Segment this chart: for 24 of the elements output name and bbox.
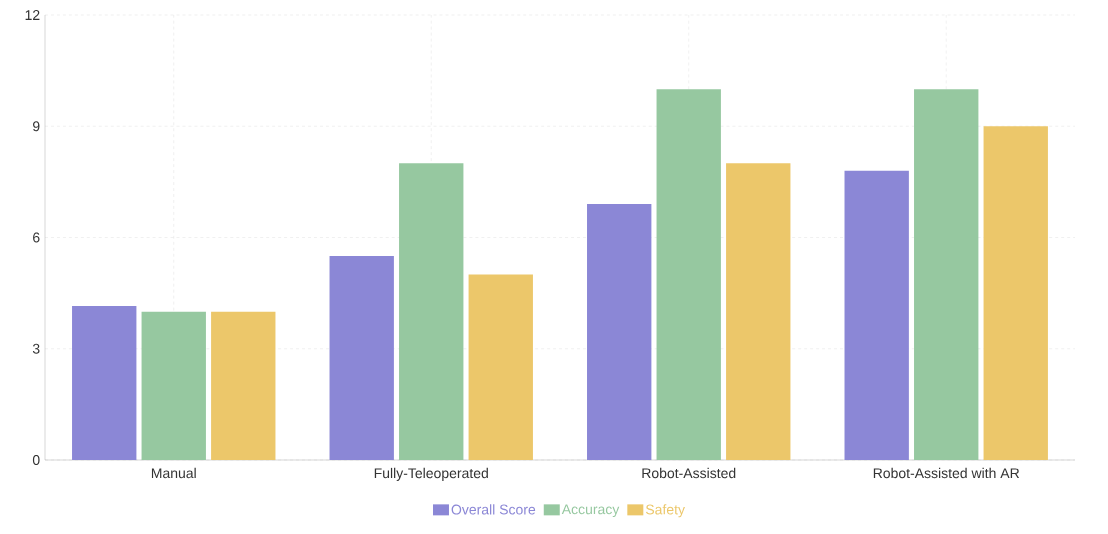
bar — [914, 89, 979, 460]
bar — [72, 306, 137, 460]
bar — [399, 163, 464, 460]
y-tick-label: 9 — [33, 121, 40, 132]
x-tick-label: Robot-Assisted with AR — [873, 467, 1020, 479]
bar — [587, 204, 652, 460]
legend-label: Accuracy — [561, 504, 620, 518]
y-tick-label: 3 — [32, 343, 40, 354]
legend-label: Overall Score — [451, 504, 536, 515]
y-tick-label: 0 — [32, 455, 40, 465]
bar — [983, 126, 1048, 460]
x-tick-label: Manual — [151, 467, 196, 479]
x-tick-label: Robot-Assisted — [642, 467, 736, 479]
bar — [656, 89, 721, 460]
legend-label: Safety — [645, 504, 685, 518]
bar — [468, 274, 533, 460]
y-tick-label: 12 — [25, 10, 40, 20]
y-tick-label: 6 — [33, 232, 40, 243]
bar — [211, 311, 276, 460]
bar — [844, 170, 909, 460]
bar — [141, 311, 206, 460]
x-tick-label: Fully-Teleoperated — [374, 467, 488, 481]
bar — [726, 163, 791, 460]
bar — [329, 256, 394, 460]
